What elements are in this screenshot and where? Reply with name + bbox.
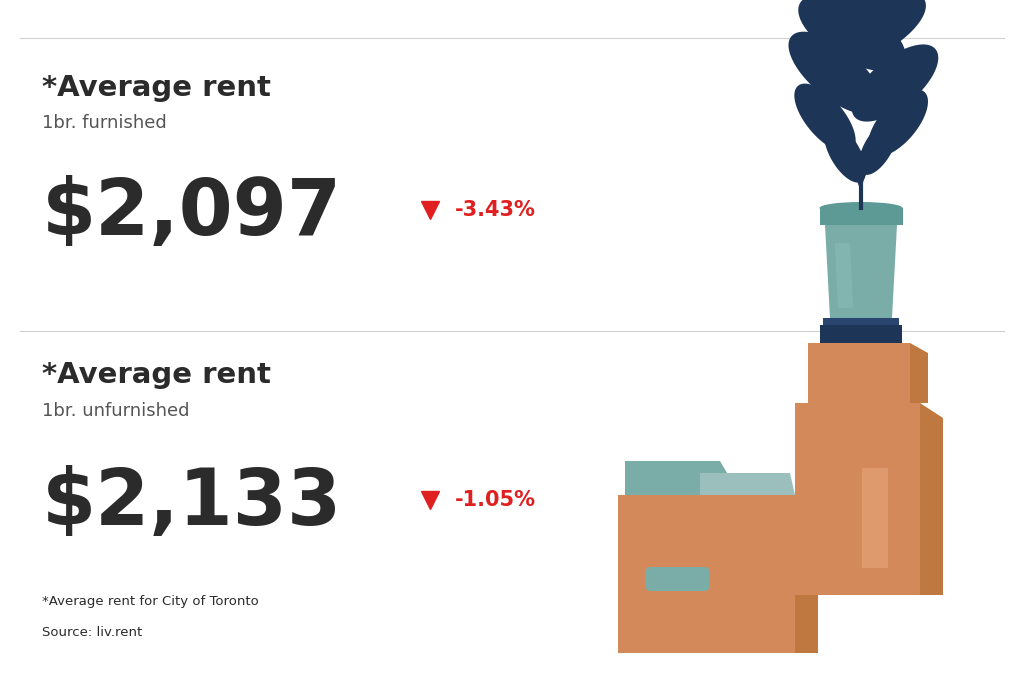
Polygon shape <box>852 44 938 122</box>
Polygon shape <box>824 124 866 182</box>
Polygon shape <box>625 461 740 495</box>
Polygon shape <box>700 473 795 495</box>
Text: 1br. furnished: 1br. furnished <box>42 114 167 132</box>
Polygon shape <box>824 0 926 64</box>
Polygon shape <box>618 495 795 653</box>
Text: *Average rent: *Average rent <box>42 74 271 102</box>
Polygon shape <box>868 89 928 156</box>
Polygon shape <box>795 495 818 653</box>
Polygon shape <box>862 468 888 568</box>
Ellipse shape <box>819 202 902 214</box>
Text: -1.05%: -1.05% <box>455 490 536 510</box>
Polygon shape <box>910 343 928 403</box>
Polygon shape <box>825 225 897 318</box>
Polygon shape <box>788 31 882 114</box>
Text: Source: liv.rent: Source: liv.rent <box>42 626 142 639</box>
Text: 1br. unfurnished: 1br. unfurnished <box>42 402 189 420</box>
Polygon shape <box>859 121 897 175</box>
Text: $2,097: $2,097 <box>42 175 342 251</box>
Text: -3.43%: -3.43% <box>455 200 536 220</box>
Text: $2,133: $2,133 <box>42 465 342 541</box>
Polygon shape <box>795 403 920 595</box>
Text: *Average rent: *Average rent <box>42 361 271 389</box>
FancyBboxPatch shape <box>646 567 709 591</box>
Polygon shape <box>820 208 903 225</box>
Polygon shape <box>799 0 906 71</box>
Polygon shape <box>820 325 902 343</box>
Text: *Average rent for City of Toronto: *Average rent for City of Toronto <box>42 594 259 607</box>
Polygon shape <box>823 318 899 325</box>
Polygon shape <box>808 343 910 403</box>
Polygon shape <box>835 243 853 308</box>
Polygon shape <box>808 0 915 12</box>
Polygon shape <box>795 83 856 152</box>
Polygon shape <box>920 403 943 595</box>
